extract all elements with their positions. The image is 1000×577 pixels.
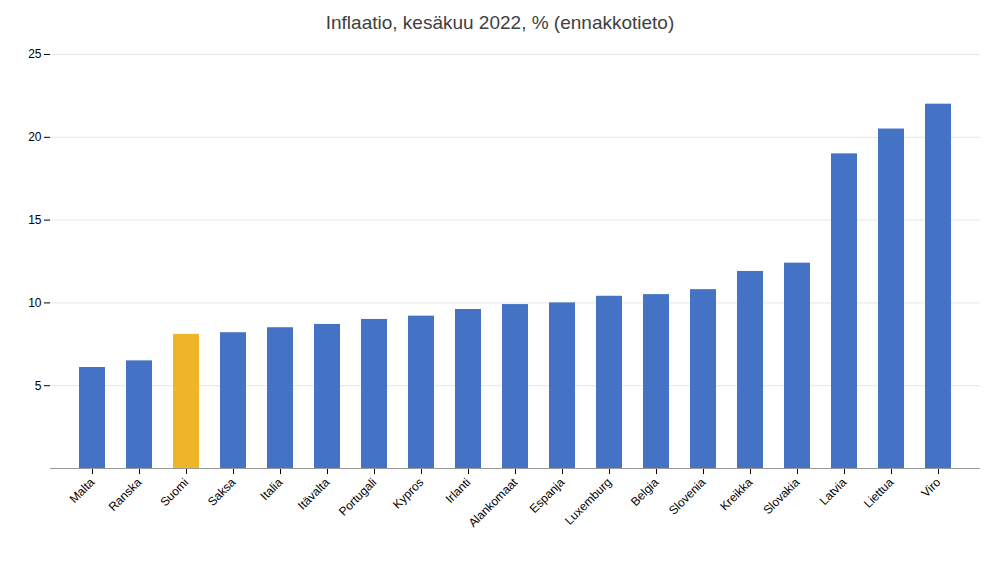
svg-text:Kreikka: Kreikka (717, 475, 755, 513)
svg-text:Malta: Malta (67, 475, 98, 506)
svg-text:20: 20 (28, 130, 42, 144)
svg-text:Suomi: Suomi (157, 475, 191, 509)
svg-text:Slovenia: Slovenia (666, 475, 709, 518)
svg-text:Ranska: Ranska (106, 475, 145, 514)
svg-text:Espanja: Espanja (527, 475, 568, 516)
svg-text:10: 10 (28, 296, 42, 310)
svg-text:5: 5 (35, 379, 42, 393)
svg-text:Saksa: Saksa (205, 475, 239, 509)
html-text:Inflaatio, kesäkuu 2022, % (en: Inflaatio, kesäkuu 2022, % (ennakkotieto… (325, 12, 675, 33)
svg-text:Itävalta: Itävalta (295, 475, 332, 512)
svg-text:Latvia: Latvia (817, 475, 850, 508)
svg-text:Italia: Italia (258, 475, 286, 503)
svg-text:15: 15 (28, 213, 42, 227)
svg-text:25: 25 (28, 47, 42, 61)
svg-text:Irlanti: Irlanti (443, 475, 474, 506)
svg-text:Luxemburg: Luxemburg (562, 475, 614, 527)
svg-text:Portugali: Portugali (336, 475, 379, 518)
svg-text:Slovakia: Slovakia (760, 475, 802, 517)
svg-text:Belgia: Belgia (628, 475, 662, 509)
svg-text:Kypros: Kypros (390, 475, 426, 511)
svg-text:Viro: Viro (918, 475, 943, 500)
svg-text:Alankomaat: Alankomaat (466, 475, 521, 530)
svg-text:Liettua: Liettua (861, 475, 897, 511)
